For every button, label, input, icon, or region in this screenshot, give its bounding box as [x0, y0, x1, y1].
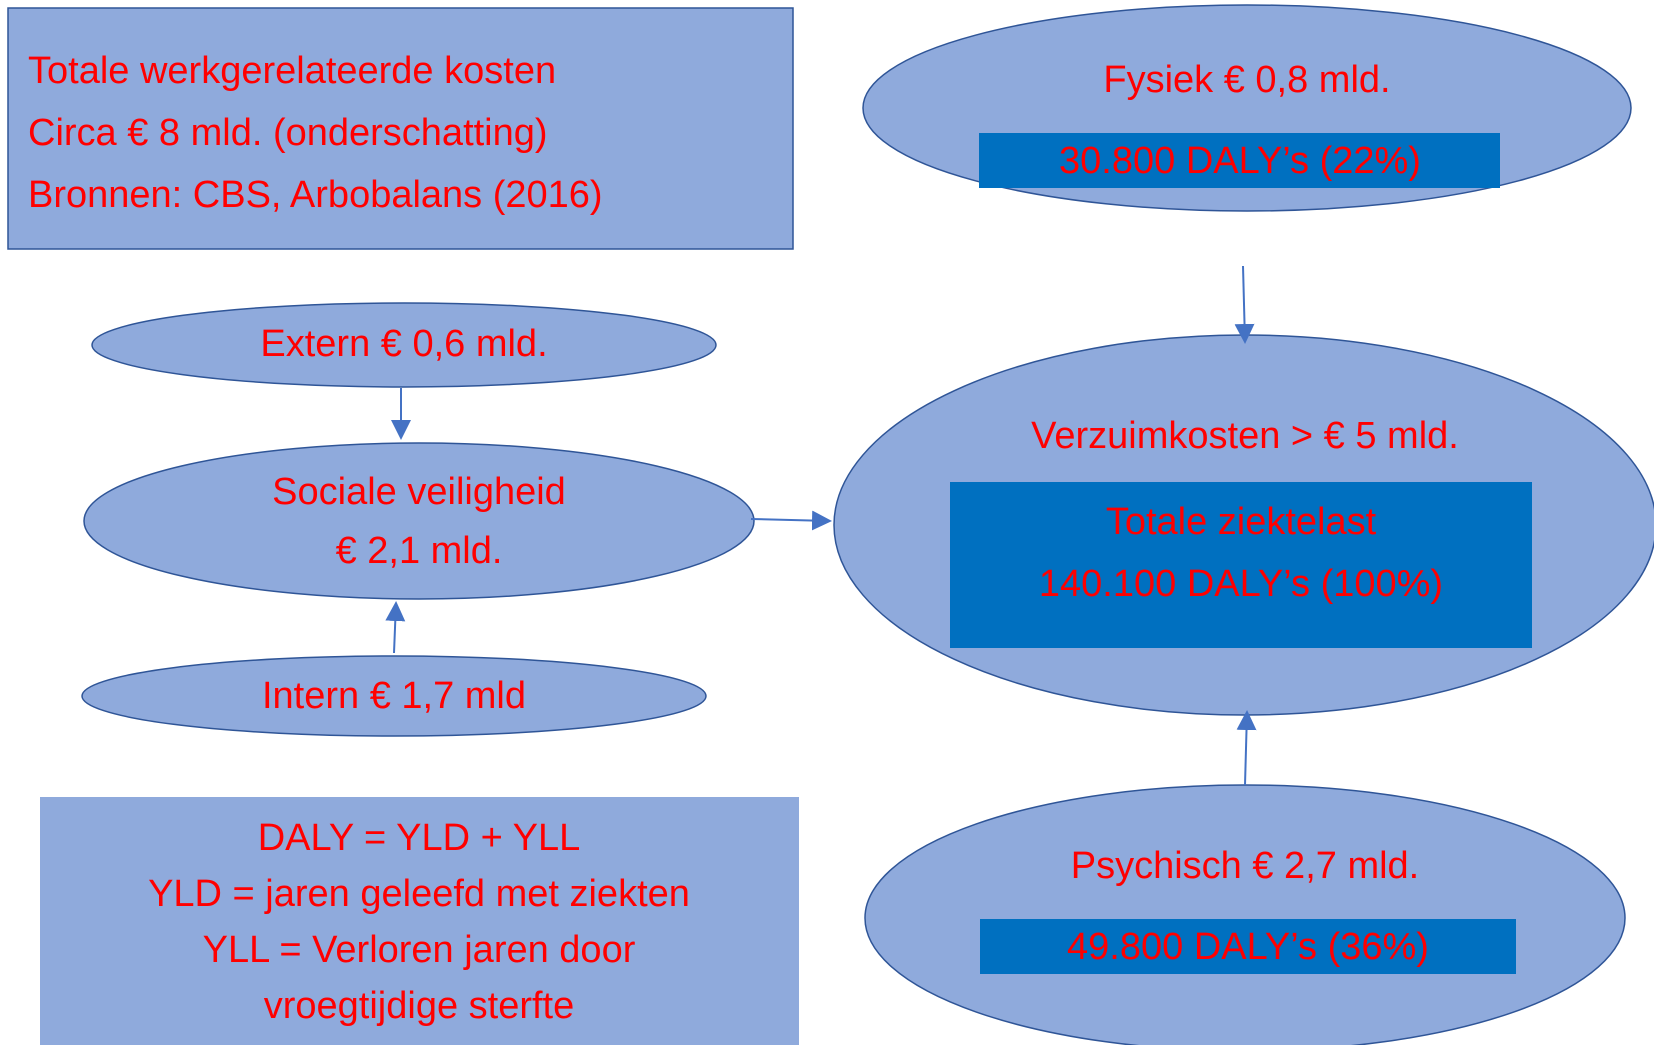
node-label: Verzuimkosten > € 5 mld.: [1031, 415, 1459, 457]
node-label: Extern € 0,6 mld.: [260, 323, 547, 365]
node-detail: 49.800 DALY’s (36%): [1067, 926, 1429, 968]
box-line: Circa € 8 mld. (onderschatting): [28, 112, 548, 154]
node-detail-box: [950, 482, 1532, 648]
box-line: YLD = jaren geleefd met ziekten: [148, 873, 690, 915]
node-detail: 30.800 DALY’s (22%): [1059, 140, 1421, 182]
node-detail-box: [980, 919, 1516, 974]
sources-box: [7, 7, 794, 250]
node-label: Intern € 1,7 mld: [262, 675, 526, 717]
node-detail-box: [979, 133, 1500, 188]
node-label: Fysiek € 0,8 mld.: [1103, 59, 1390, 101]
box-line: Bronnen: CBS, Arbobalans (2016): [28, 174, 603, 216]
node: [81, 655, 707, 737]
node-detail: 140.100 DALY’s (100%): [1039, 563, 1443, 605]
arrow: [1236, 710, 1257, 786]
node-label: € 2,1 mld.: [336, 530, 503, 572]
legend-box: [40, 797, 799, 1045]
box-line: Totale werkgerelateerde kosten: [28, 50, 556, 92]
node: [864, 784, 1626, 1045]
arrow: [1234, 265, 1255, 344]
box-line: vroegtijdige sterfte: [264, 985, 575, 1027]
node-label: Sociale veiligheid: [272, 471, 566, 513]
node: [83, 442, 755, 600]
arrow: [750, 510, 832, 531]
node-label: Psychisch € 2,7 mld.: [1071, 845, 1419, 887]
node: [91, 302, 717, 388]
arrow: [385, 601, 406, 654]
box-line: YLL = Verloren jaren door: [203, 929, 636, 971]
node-detail: Totale ziektelast: [1106, 501, 1377, 543]
box-line: DALY = YLD + YLL: [258, 817, 581, 859]
